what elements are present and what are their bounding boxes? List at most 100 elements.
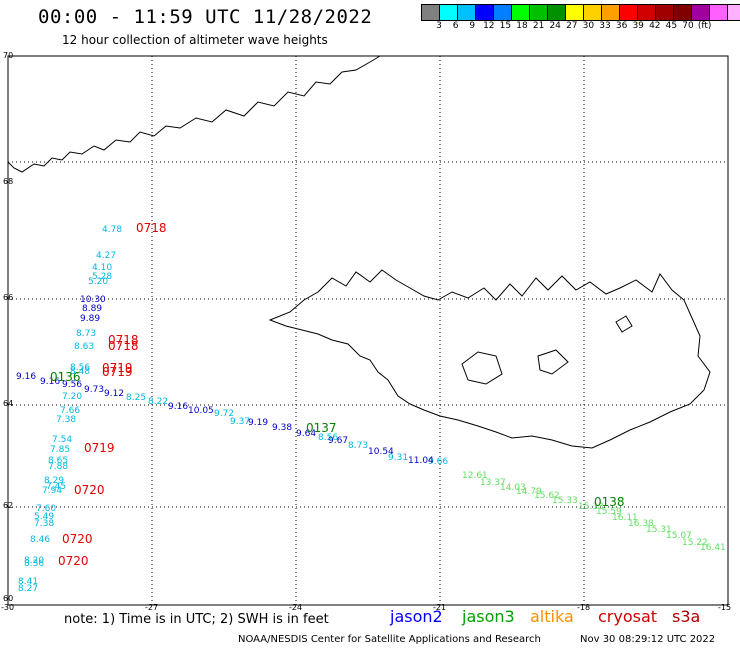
diag-green-value: 15.31 xyxy=(646,525,672,535)
cyan-track-value: 4.78 xyxy=(102,225,122,235)
diag-cyan-value: 8.22 xyxy=(148,397,168,407)
cyan-track-value: 5.20 xyxy=(88,277,108,287)
cyan-track-value: 5.49 xyxy=(34,512,54,522)
diag-blue-value: 9.16 xyxy=(168,402,188,412)
cyan-track-value: 8.63 xyxy=(74,342,94,352)
color-scale-label: 70 xyxy=(682,21,694,31)
lon-tick-label: -30 xyxy=(1,603,14,612)
lat-tick-label: 62 xyxy=(3,501,13,510)
cyan-track-value: 8.65 xyxy=(48,456,68,466)
blue-track-value: 10.30 xyxy=(80,295,106,305)
color-scale-label: 18 xyxy=(516,21,528,31)
diag-green-value: 16.38 xyxy=(628,519,654,529)
cyan-track-value: 8.29 xyxy=(44,476,64,486)
jason3-time-label: 0136 xyxy=(50,370,81,384)
cyan-track-value: 7.88 xyxy=(48,462,68,472)
color-scale-label: 21 xyxy=(532,21,545,31)
diag-green-value: 15.33 xyxy=(552,496,578,506)
cyan-track-value: 7.66 xyxy=(60,406,80,416)
color-scale-label: 9 xyxy=(469,21,476,31)
diag-cyan-value: 8.73 xyxy=(348,441,368,451)
diag-blue-value: 9.38 xyxy=(272,423,292,433)
page-title: 00:00 - 11:59 UTC 11/28/2022 xyxy=(38,6,373,28)
color-scale-label: 33 xyxy=(599,21,611,31)
lon-tick-label: -18 xyxy=(577,603,590,612)
color-scale-bar xyxy=(421,4,740,21)
lon-tick-label: -24 xyxy=(289,603,302,612)
iceland-inner-features xyxy=(461,315,633,385)
page-subtitle: 12 hour collection of altimeter wave hei… xyxy=(62,33,328,47)
cyan-track-value: 8.48 xyxy=(70,367,90,377)
diag-green-value: 13.37 xyxy=(480,478,506,488)
legend-item-jason2: jason2 xyxy=(390,607,443,626)
diag-green-value: 15.62 xyxy=(534,491,560,501)
cryosat-time-label: 0718 xyxy=(108,333,139,347)
footer-note: note: 1) Time is in UTC; 2) SWH is in fe… xyxy=(64,612,329,627)
cryosat-time-label: 0720 xyxy=(58,554,89,568)
diag-green-value: 16.41 xyxy=(700,543,726,553)
color-scale-label: 30 xyxy=(582,21,595,31)
diag-blue-value: 9.19 xyxy=(248,418,268,428)
color-scale-label: 36 xyxy=(615,21,628,31)
diag-green-value: 14.03 xyxy=(500,483,526,493)
lat-tick-label: 60 xyxy=(3,594,13,603)
blue-track-value: 9.12 xyxy=(104,389,124,399)
footer-credit: NOAA/NESDIS Center for Satellite Applica… xyxy=(238,634,541,645)
cryosat-time-label: 0719 xyxy=(84,441,115,455)
legend-item-jason3: jason3 xyxy=(462,607,515,626)
cyan-track-value: 5.28 xyxy=(92,272,112,282)
diag-cyan-value: 9.37 xyxy=(230,417,250,427)
greenland-coastline xyxy=(7,55,381,173)
cyan-track-value: 4.27 xyxy=(96,251,116,261)
cryosat-time-label: 0719 xyxy=(102,361,133,375)
lat-tick-label: 66 xyxy=(3,293,13,302)
blue-track-value: 8.89 xyxy=(82,304,102,314)
diag-blue-value: 10.05 xyxy=(188,406,214,416)
lat-tick-label: 68 xyxy=(3,177,13,186)
cyan-track-value: 7.20 xyxy=(62,392,82,402)
color-scale-label: (ft) xyxy=(697,21,712,31)
iceland-coastline xyxy=(268,269,711,449)
cryosat-time-label: 0719 xyxy=(102,365,133,379)
diag-cyan-value: 8.56 xyxy=(318,433,338,443)
jason3-time-label: 0137 xyxy=(306,421,337,435)
color-scale-label: 6 xyxy=(452,21,459,31)
cyan-track-value: 8.56 xyxy=(70,363,90,373)
diag-blue-value: 9.67 xyxy=(328,436,348,446)
blue-track-value: 9.89 xyxy=(80,314,100,324)
legend-item-altika: altika xyxy=(530,607,574,626)
axis-tick-labels: 70 68 66 64 62 60-30 -27 -24 -21 -18 -15 xyxy=(1,51,731,612)
blue-track-value: 9.16 xyxy=(16,372,36,382)
diag-cyan-value: 9.72 xyxy=(214,409,234,419)
color-scale-label: 27 xyxy=(566,21,578,31)
color-scale-label: 45 xyxy=(665,21,678,31)
diag-green-value: 12.61 xyxy=(462,471,488,481)
cyan-track-value: 8.36 xyxy=(24,559,44,569)
cyan-track-value: 8.46 xyxy=(30,535,50,545)
diag-cyan-value: 8.25 xyxy=(126,393,146,403)
grid-lines xyxy=(8,56,728,605)
cyan-track-value: 4.10 xyxy=(92,263,112,273)
color-swatch xyxy=(727,4,740,21)
legend-item-cryosat: cryosat xyxy=(598,607,658,626)
cyan-track-value: 7.94 xyxy=(42,486,62,496)
diag-green-value: 15.13 xyxy=(578,502,604,512)
diag-blue-value: 11.04 xyxy=(408,456,434,466)
color-scale-label: 12 xyxy=(483,21,495,31)
cyan-track-value: 7.38 xyxy=(34,519,54,529)
color-scale-label: 39 xyxy=(632,21,644,31)
cyan-track-value: 8.20 xyxy=(24,556,44,566)
cyan-track-value: 7.85 xyxy=(50,445,70,455)
diag-blue-value: 10.54 xyxy=(368,447,394,457)
cryosat-time-label: 0720 xyxy=(74,483,105,497)
cyan-track-value: 7.38 xyxy=(56,415,76,425)
cyan-track-value: 8.73 xyxy=(76,329,96,339)
color-scale-label: 15 xyxy=(499,21,512,31)
cryosat-time-label: 0718 xyxy=(136,221,167,235)
cyan-track-value: 8.41 xyxy=(18,577,38,587)
diag-blue-value: 9.64 xyxy=(296,429,316,439)
color-scale-label: 24 xyxy=(549,21,561,31)
diag-green-value: 15.59 xyxy=(596,507,622,517)
diag-cyan-value: 9.31 xyxy=(388,453,408,463)
